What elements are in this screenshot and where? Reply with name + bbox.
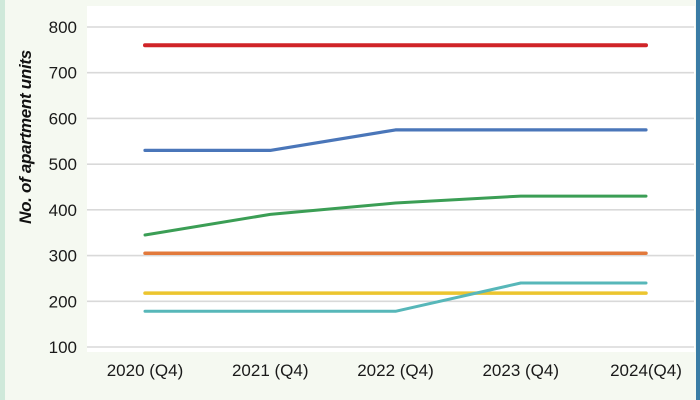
x-tick-label: 2020 (Q4) bbox=[107, 361, 184, 380]
green-line bbox=[143, 194, 648, 237]
y-tick-label: 800 bbox=[49, 18, 77, 37]
y-tick-label: 300 bbox=[49, 247, 77, 266]
y-tick-label: 200 bbox=[49, 292, 77, 311]
blue-line bbox=[143, 128, 648, 152]
y-tick-label: 600 bbox=[49, 109, 77, 128]
left-border-strip bbox=[0, 0, 5, 400]
x-tick-label: 2021 (Q4) bbox=[232, 361, 309, 380]
y-tick-label: 700 bbox=[49, 64, 77, 83]
y-tick-label: 400 bbox=[49, 201, 77, 220]
y-tick-label: 100 bbox=[49, 338, 77, 357]
y-tick-label: 500 bbox=[49, 155, 77, 174]
x-tick-label: 2022 (Q4) bbox=[357, 361, 434, 380]
right-border-strip bbox=[696, 0, 700, 400]
cyan-line bbox=[143, 281, 648, 313]
x-tick-label: 2023 (Q4) bbox=[482, 361, 559, 380]
x-tick-label: 2024(Q4) bbox=[610, 361, 682, 380]
